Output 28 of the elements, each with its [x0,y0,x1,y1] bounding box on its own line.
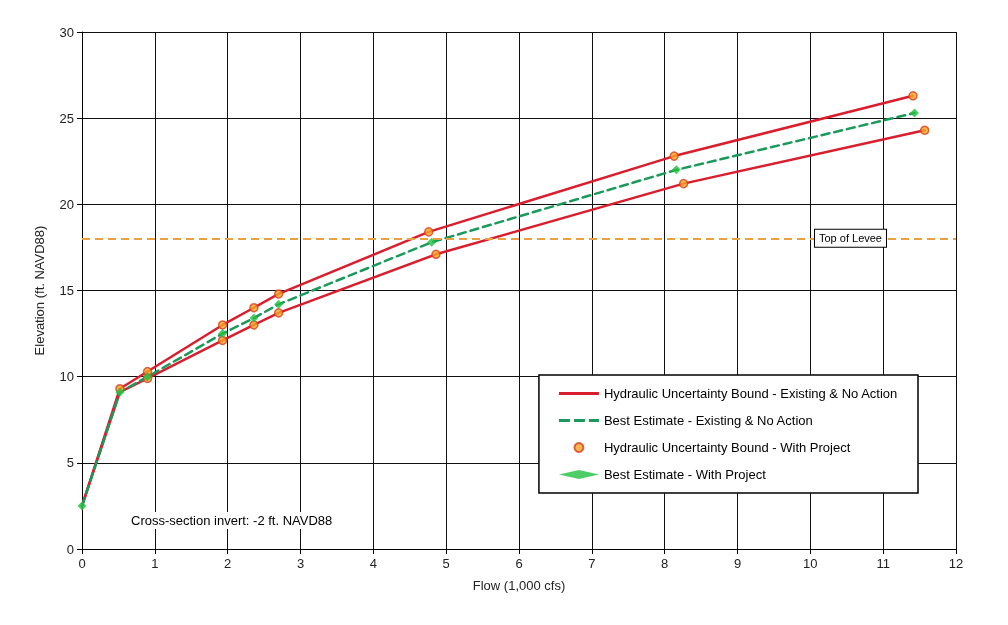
y-tick-label: 30 [59,24,74,40]
x-tick-label: 10 [803,556,818,571]
x-axis-title: Flow (1,000 cfs) [472,578,566,593]
y-tick-label: 5 [66,455,74,471]
x-tick-label: 7 [588,556,596,571]
x-tick-label: 11 [876,556,890,571]
x-tick-label: 8 [661,556,669,571]
x-tick-label: 1 [151,556,159,571]
legend-label: Hydraulic Uncertainty Bound - With Project [603,440,851,455]
x-tick-label: 12 [948,556,964,571]
legend-label: Best Estimate - With Project [603,467,767,482]
legend-label: Hydraulic Uncertainty Bound - Existing & No Action [603,386,898,401]
x-tick-label: 2 [224,556,232,571]
y-axis-title: Elevation (ft. NAVD88) [32,225,47,356]
legend-label: Best Estimate - Existing & No Action [603,413,813,428]
y-tick-label: 25 [59,110,74,126]
y-tick-label: 15 [59,283,74,298]
annotation: Cross-section invert: -2 ft. NAVD88 [131,513,333,528]
y-tick-label: 20 [59,196,74,212]
y-tick-label: 10 [59,369,74,385]
x-tick-label: 4 [369,556,377,571]
y-tick-label: 0 [66,541,74,557]
x-tick-label: 0 [78,556,86,571]
ref-line-label: Top of Levee [819,232,882,245]
x-tick-label: 9 [733,556,742,571]
x-tick-label: 3 [296,556,305,571]
x-tick-label: 6 [515,556,523,571]
x-tick-label: 5 [442,556,450,571]
